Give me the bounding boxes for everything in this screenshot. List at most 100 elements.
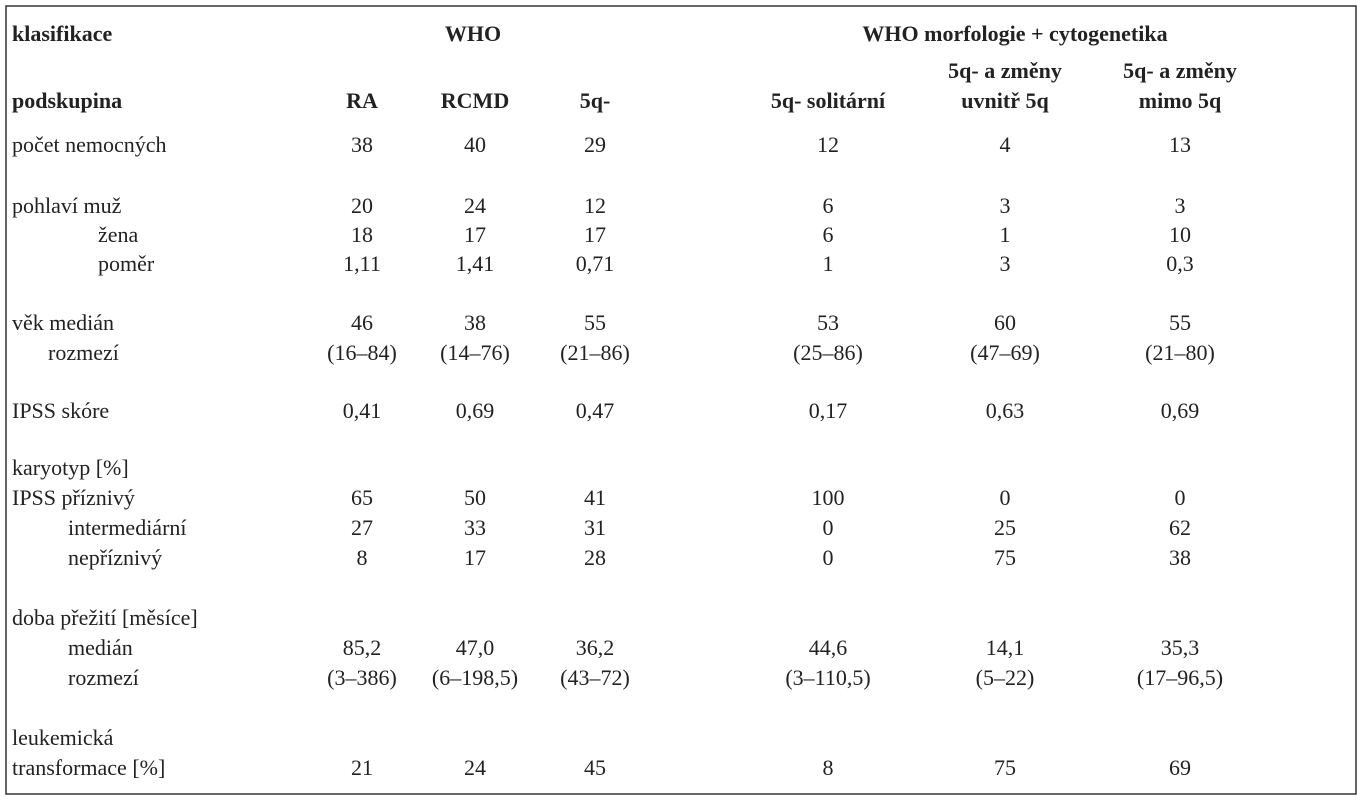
cell: 4 xyxy=(1000,132,1011,157)
cell: (21–80) xyxy=(1145,340,1215,365)
row-label: intermediární xyxy=(68,515,187,540)
cell: 0,41 xyxy=(343,398,382,423)
cell: 0 xyxy=(823,545,834,570)
cell: 38 xyxy=(464,310,486,335)
cell: 0,47 xyxy=(576,398,615,423)
cell: 0,63 xyxy=(986,398,1025,423)
column-header: 5q- a změny xyxy=(1123,58,1237,83)
row-label: leukemická xyxy=(12,725,114,750)
row-label: rozmezí xyxy=(68,665,139,690)
row-label: pohlaví muž xyxy=(12,193,122,218)
cell: 0,69 xyxy=(456,398,495,423)
cell: (47–69) xyxy=(970,340,1040,365)
cell: 6 xyxy=(823,222,834,247)
cell: 38 xyxy=(1169,545,1191,570)
cell: 12 xyxy=(817,132,839,157)
cell: 18 xyxy=(351,222,373,247)
cell: 21 xyxy=(351,755,373,780)
cell: 46 xyxy=(351,310,373,335)
cell: 17 xyxy=(584,222,606,247)
cell: (21–86) xyxy=(560,340,630,365)
cell: 0,69 xyxy=(1161,398,1200,423)
header-group: WHO xyxy=(445,21,501,46)
cell: 28 xyxy=(584,545,606,570)
cell: 40 xyxy=(464,132,486,157)
cell: 17 xyxy=(464,222,486,247)
cell: 31 xyxy=(584,515,606,540)
cell: 0 xyxy=(1175,485,1186,510)
row-label: IPSS příznivý xyxy=(12,485,135,510)
cell: (43–72) xyxy=(560,665,630,690)
cell: 75 xyxy=(994,545,1016,570)
cell: (3–110,5) xyxy=(785,665,870,690)
cell: 44,6 xyxy=(809,635,848,660)
subheader-label: podskupina xyxy=(12,88,122,113)
cell: 0 xyxy=(823,515,834,540)
cell: 3 xyxy=(1175,193,1186,218)
row-label: počet nemocných xyxy=(12,132,167,157)
cell: (3–386) xyxy=(327,665,397,690)
cell: 0 xyxy=(1000,485,1011,510)
cell: 55 xyxy=(1169,310,1191,335)
cell: (6–198,5) xyxy=(432,665,518,690)
cell: 0,3 xyxy=(1166,251,1194,276)
cell: 1 xyxy=(1000,222,1011,247)
cell: 29 xyxy=(584,132,606,157)
column-header: 5q- solitární xyxy=(771,88,886,113)
cell: 3 xyxy=(1000,251,1011,276)
cell: 53 xyxy=(817,310,839,335)
cell: 13 xyxy=(1169,132,1191,157)
cell: 8 xyxy=(357,545,368,570)
cell: 55 xyxy=(584,310,606,335)
cell: 27 xyxy=(351,515,373,540)
cell: 10 xyxy=(1169,222,1191,247)
cell: 1 xyxy=(823,251,834,276)
cell: 75 xyxy=(994,755,1016,780)
column-header: RA xyxy=(346,88,378,113)
cell: 6 xyxy=(823,193,834,218)
header-label: klasifikace xyxy=(12,21,112,46)
row-label: poměr xyxy=(98,251,155,276)
cell: (5–22) xyxy=(976,665,1035,690)
cell: 65 xyxy=(351,485,373,510)
row-label: transformace [%] xyxy=(12,755,165,780)
row-label: rozmezí xyxy=(48,340,119,365)
cell: 0,71 xyxy=(576,251,615,276)
cell: 60 xyxy=(994,310,1016,335)
cell: 20 xyxy=(351,193,373,218)
cell: 36,2 xyxy=(576,635,615,660)
cell: 47,0 xyxy=(456,635,495,660)
cell: 85,2 xyxy=(343,635,382,660)
row-label: karyotyp [%] xyxy=(12,455,129,480)
cell: 1,11 xyxy=(343,251,381,276)
cell: (14–76) xyxy=(440,340,510,365)
column-header: RCMD xyxy=(441,88,509,113)
cell: 24 xyxy=(464,755,486,780)
table-border xyxy=(5,5,1357,795)
cell: 0,17 xyxy=(809,398,848,423)
row-label: medián xyxy=(68,635,133,660)
cell: 24 xyxy=(464,193,486,218)
cell: 50 xyxy=(464,485,486,510)
row-label: IPSS skóre xyxy=(12,398,109,423)
cell: 33 xyxy=(464,515,486,540)
column-header: mimo 5q xyxy=(1139,88,1222,113)
cell: 41 xyxy=(584,485,606,510)
cell: (17–96,5) xyxy=(1137,665,1223,690)
cell: 25 xyxy=(994,515,1016,540)
row-label: věk medián xyxy=(12,310,114,335)
column-header: 5q- a změny xyxy=(948,58,1062,83)
cell: 14,1 xyxy=(986,635,1025,660)
cell: (25–86) xyxy=(793,340,863,365)
row-label: doba přežití [měsíce] xyxy=(12,605,198,630)
cell: 12 xyxy=(584,193,606,218)
header-group: WHO morfologie + cytogenetika xyxy=(862,21,1167,46)
cell: 17 xyxy=(464,545,486,570)
cell: 62 xyxy=(1169,515,1191,540)
cell: 35,3 xyxy=(1161,635,1200,660)
column-header: 5q- xyxy=(580,88,611,113)
cell: 45 xyxy=(584,755,606,780)
cell: 69 xyxy=(1169,755,1191,780)
cell: 38 xyxy=(351,132,373,157)
